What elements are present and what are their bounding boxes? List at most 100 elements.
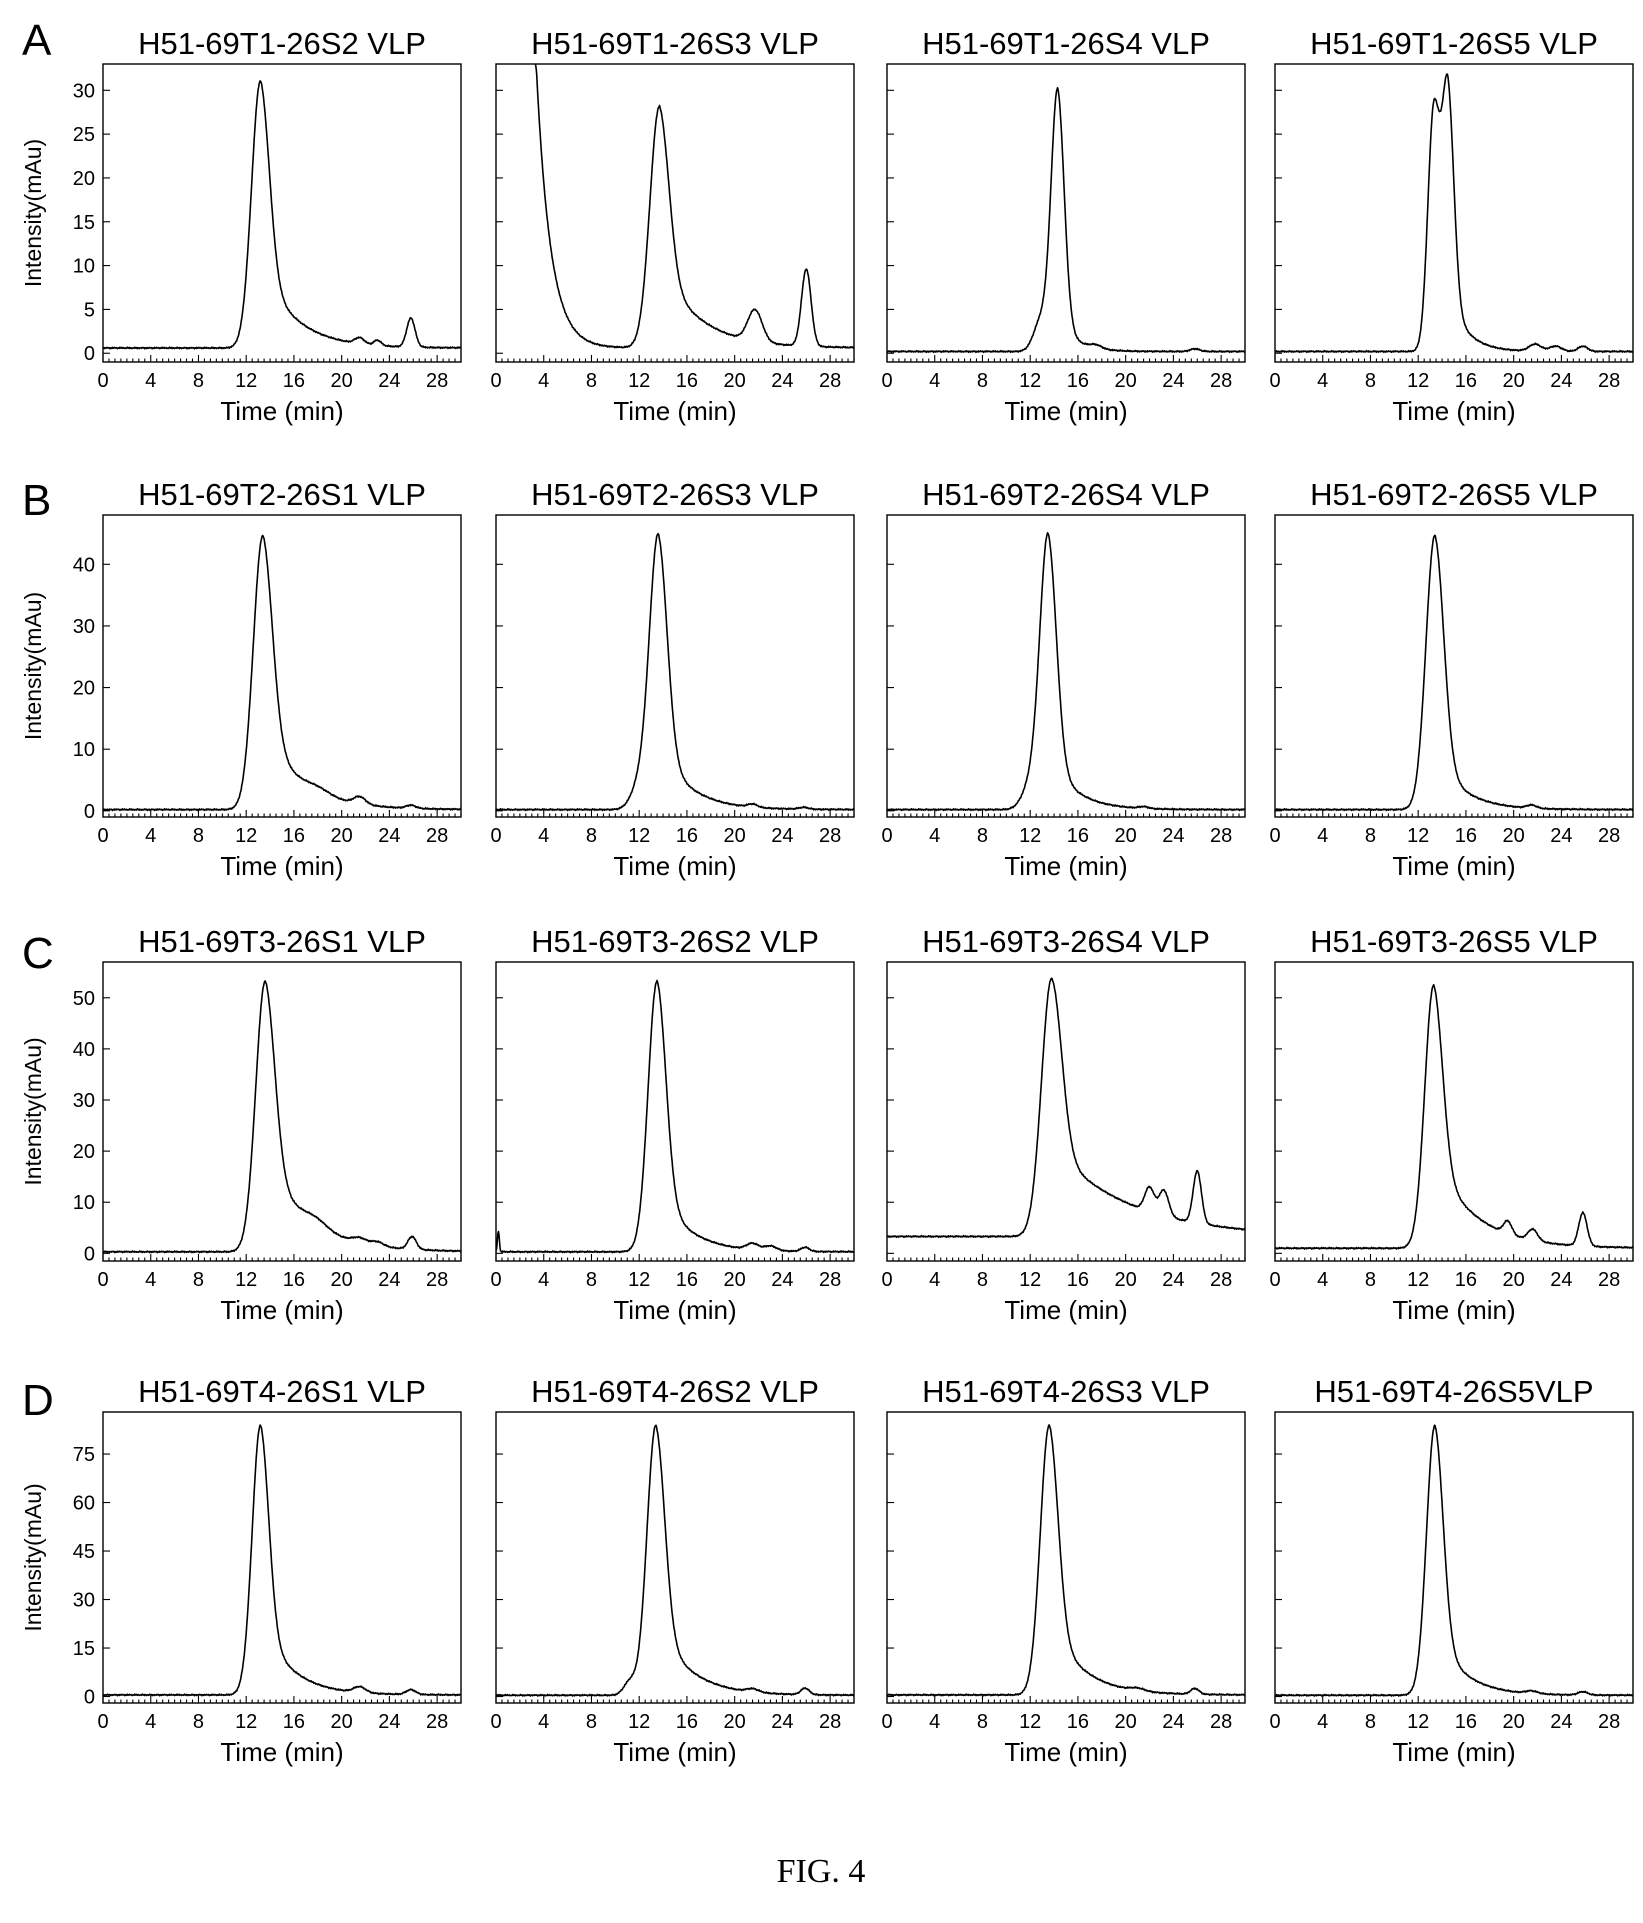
- y-axis-label: Intensity(mAu): [20, 592, 46, 740]
- y-axis-label: Intensity(mAu): [20, 1483, 46, 1631]
- chromatogram-trace: [887, 1424, 1245, 1697]
- x-axis-label: Time (min): [1392, 1737, 1515, 1767]
- chromatogram-trace: [496, 979, 854, 1254]
- x-tick-label: 0: [490, 370, 501, 392]
- x-tick-label: 8: [193, 1711, 204, 1733]
- chart-panel-2: H51-69T1-26S3 VLP 0 4 8 12 16 20 24 28 Time (min): [490, 26, 855, 426]
- x-tick-label: 28: [819, 1269, 841, 1291]
- y-tick-label: 10: [73, 256, 95, 278]
- plot-frame: [102, 1411, 462, 1704]
- x-tick-label: 16: [1455, 825, 1477, 847]
- chart-title: H51-69T3-26S1 VLP: [138, 924, 426, 959]
- chromatogram-trace: [103, 980, 461, 1254]
- chromatogram-trace: [1275, 534, 1633, 812]
- plot-frame: [495, 961, 855, 1262]
- y-tick-label: 5: [84, 299, 95, 321]
- y-tick-label: 20: [73, 1141, 95, 1163]
- chart-title: H51-69T3-26S5 VLP: [1310, 924, 1598, 959]
- x-tick-label: 28: [1598, 370, 1620, 392]
- chart-title: H51-69T4-26S3 VLP: [922, 1374, 1210, 1409]
- chart-title: H51-69T3-26S2 VLP: [531, 924, 819, 959]
- chart-title: H51-69T1-26S5 VLP: [1310, 26, 1598, 61]
- x-tick-label: 8: [977, 825, 988, 847]
- x-tick-label: 28: [1210, 825, 1232, 847]
- y-tick-label: 30: [73, 1590, 95, 1612]
- chart-panel-7: H51-69T2-26S4 VLP 0 4 8 12 16 20 24 28 Time (min): [881, 477, 1246, 881]
- x-tick-label: 0: [490, 1711, 501, 1733]
- x-tick-label: 4: [929, 1711, 940, 1733]
- plot-frame: [102, 961, 462, 1262]
- x-axis-label: Time (min): [220, 851, 343, 881]
- x-axis-label: Time (min): [1004, 1737, 1127, 1767]
- x-tick-label: 12: [235, 1269, 257, 1291]
- chromatogram-trace: [887, 532, 1245, 812]
- chart-panel-3: H51-69T1-26S4 VLP 0 4 8 12 16 20 24 28 Time (min): [881, 26, 1246, 426]
- x-tick-label: 16: [676, 825, 698, 847]
- x-axis-label: Time (min): [220, 1737, 343, 1767]
- x-tick-label: 28: [819, 370, 841, 392]
- x-tick-label: 24: [1550, 1711, 1572, 1733]
- x-tick-label: 0: [881, 370, 892, 392]
- x-tick-label: 8: [586, 1711, 597, 1733]
- x-tick-label: 24: [1550, 370, 1572, 392]
- x-tick-label: 24: [1550, 1269, 1572, 1291]
- x-tick-label: 24: [771, 1269, 793, 1291]
- x-tick-label: 28: [426, 1711, 448, 1733]
- x-tick-label: 28: [426, 825, 448, 847]
- x-tick-label: 0: [97, 825, 108, 847]
- x-axis-label: Time (min): [613, 396, 736, 426]
- row-letter-d: D: [22, 1376, 54, 1425]
- y-tick-label: 25: [73, 124, 95, 146]
- x-tick-label: 28: [426, 370, 448, 392]
- x-tick-label: 20: [724, 1711, 746, 1733]
- y-tick-label: 10: [73, 1192, 95, 1214]
- x-tick-label: 16: [676, 1711, 698, 1733]
- x-tick-label: 8: [586, 370, 597, 392]
- x-tick-label: 8: [977, 370, 988, 392]
- chromatogram-trace: [496, 1424, 854, 1697]
- x-tick-label: 20: [331, 1269, 353, 1291]
- x-tick-label: 24: [1550, 825, 1572, 847]
- x-tick-label: 8: [1365, 1269, 1376, 1291]
- x-tick-label: 28: [819, 825, 841, 847]
- x-tick-label: 24: [1162, 370, 1184, 392]
- x-tick-label: 8: [586, 1269, 597, 1291]
- chromatogram-trace: [534, 64, 854, 350]
- plot-frame: [495, 514, 855, 818]
- chromatogram-trace: [103, 80, 461, 350]
- row-letter-c: C: [22, 929, 54, 978]
- y-tick-label: 30: [73, 616, 95, 638]
- plot-frame: [102, 63, 462, 363]
- x-axis-label: Time (min): [1392, 851, 1515, 881]
- x-tick-label: 28: [426, 1269, 448, 1291]
- x-tick-label: 20: [1115, 370, 1137, 392]
- x-tick-label: 16: [283, 1269, 305, 1291]
- x-tick-label: 16: [283, 370, 305, 392]
- x-tick-label: 0: [881, 1269, 892, 1291]
- x-tick-label: 16: [676, 370, 698, 392]
- x-tick-label: 28: [1210, 370, 1232, 392]
- y-tick-label: 50: [73, 988, 95, 1010]
- x-tick-label: 4: [929, 1269, 940, 1291]
- x-tick-label: 16: [1067, 1711, 1089, 1733]
- x-tick-label: 16: [283, 1711, 305, 1733]
- x-tick-label: 0: [490, 825, 501, 847]
- x-tick-label: 8: [193, 1269, 204, 1291]
- x-tick-label: 28: [1210, 1269, 1232, 1291]
- x-tick-label: 20: [331, 1711, 353, 1733]
- y-tick-label: 0: [84, 1687, 95, 1709]
- x-tick-label: 0: [97, 1711, 108, 1733]
- chart-title: H51-69T4-26S1 VLP: [138, 1374, 426, 1409]
- chart-title: H51-69T4-26S5VLP: [1314, 1374, 1593, 1409]
- x-tick-label: 28: [1598, 1269, 1620, 1291]
- x-tick-label: 12: [1407, 825, 1429, 847]
- x-tick-label: 24: [378, 370, 400, 392]
- x-axis-label: Time (min): [1004, 851, 1127, 881]
- x-tick-label: 4: [538, 1711, 549, 1733]
- chart-title: H51-69T1-26S4 VLP: [922, 26, 1210, 61]
- chart-title: H51-69T1-26S2 VLP: [138, 26, 426, 61]
- chart-panel-16: H51-69T4-26S5VLP 0 4 8 12 16 20 24 28 Time (min): [1269, 1374, 1634, 1767]
- x-tick-label: 16: [676, 1269, 698, 1291]
- figure-caption: FIG. 4: [777, 1853, 866, 1890]
